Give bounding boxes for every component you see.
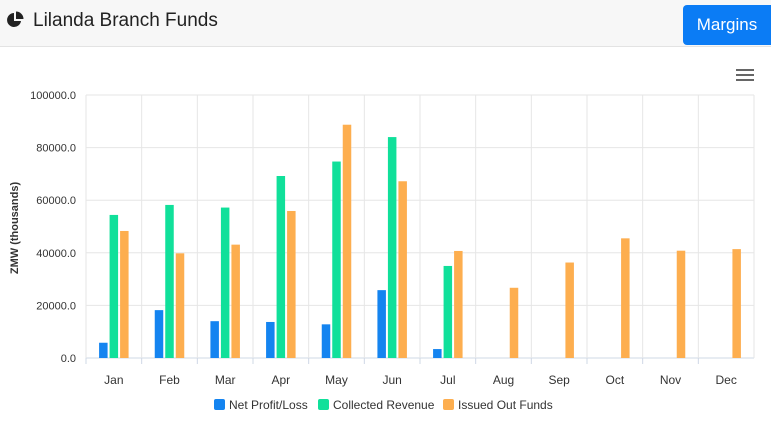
x-tick-label: Mar <box>215 373 236 387</box>
bar-net-profit-loss-jun[interactable] <box>377 290 386 358</box>
bar-net-profit-loss-apr[interactable] <box>266 321 275 358</box>
bar-issued-out-funds-sep[interactable] <box>565 262 574 358</box>
x-tick-label: Sep <box>548 373 570 387</box>
bar-net-profit-loss-may[interactable] <box>321 324 331 358</box>
bar-issued-out-funds-apr[interactable] <box>287 210 296 358</box>
x-tick-label: Dec <box>715 373 736 387</box>
x-tick-label: May <box>325 373 348 387</box>
bar-issued-out-funds-nov[interactable] <box>676 250 686 358</box>
x-tick-label: Jul <box>440 373 455 387</box>
bar-collected-revenue-feb[interactable] <box>165 204 174 358</box>
x-tick-label: Nov <box>660 373 681 387</box>
legend-swatch[interactable] <box>318 399 329 410</box>
bar-collected-revenue-jul[interactable] <box>443 265 453 358</box>
page-title: Lilanda Branch Funds <box>33 10 218 31</box>
bar-net-profit-loss-jul[interactable] <box>433 349 442 358</box>
y-tick-label: 80000.0 <box>36 143 76 155</box>
y-axis-ticks: 0.0 20000.0 40000.0 60000.0 80000.0 100000.0 <box>30 90 76 365</box>
x-tick-label: Jun <box>382 373 401 387</box>
bar-issued-out-funds-may[interactable] <box>342 124 352 359</box>
bar-collected-revenue-jan[interactable] <box>109 214 119 358</box>
bar-issued-out-funds-jan[interactable] <box>120 230 129 358</box>
bar-collected-revenue-apr[interactable] <box>276 176 286 358</box>
card-header: Lilanda Branch Funds Margins <box>0 0 771 47</box>
x-tick-label: Aug <box>493 373 514 387</box>
pie-chart-icon <box>7 11 24 27</box>
y-tick-label: 40000.0 <box>36 248 76 260</box>
y-tick-label: 100000.0 <box>30 90 76 102</box>
x-tick-label: Feb <box>159 373 180 387</box>
x-tick-label: Apr <box>271 373 290 387</box>
y-tick-label: 20000.0 <box>36 300 76 312</box>
y-tick-label: 60000.0 <box>36 195 76 207</box>
legend-label[interactable]: Collected Revenue <box>333 398 435 412</box>
bar-issued-out-funds-oct[interactable] <box>621 238 630 358</box>
bar-issued-out-funds-feb[interactable] <box>175 253 185 358</box>
bar-net-profit-loss-jan[interactable] <box>99 342 108 358</box>
y-tick-label: 0.0 <box>61 353 76 365</box>
bar-net-profit-loss-feb[interactable] <box>154 310 164 358</box>
bar-collected-revenue-may[interactable] <box>332 161 341 358</box>
chart-grid <box>85 94 755 359</box>
y-axis-label: ZMW (thousands) <box>9 182 21 275</box>
legend-swatch[interactable] <box>214 399 225 410</box>
x-tick-label: Jan <box>104 373 123 387</box>
x-axis-ticks: Jan Feb Mar Apr May Jun Jul Aug Sep Oct Nov Dec <box>85 358 737 387</box>
bar-net-profit-loss-mar[interactable] <box>210 321 219 358</box>
bar-issued-out-funds-dec[interactable] <box>732 249 741 358</box>
chart-bars <box>99 124 741 359</box>
legend-label[interactable]: Net Profit/Loss <box>229 398 308 412</box>
bar-issued-out-funds-jun[interactable] <box>398 181 407 358</box>
chart-legend: Net Profit/Loss Collected Revenue Issued O… <box>214 398 553 412</box>
margins-button[interactable]: Margins <box>683 5 771 45</box>
bar-collected-revenue-jun[interactable] <box>387 137 397 358</box>
bar-issued-out-funds-jul[interactable] <box>454 250 463 358</box>
x-tick-label: Oct <box>605 373 624 387</box>
hamburger-menu-icon[interactable] <box>736 69 754 83</box>
legend-label[interactable]: Issued Out Funds <box>458 398 553 412</box>
legend-swatch[interactable] <box>443 399 454 410</box>
bar-issued-out-funds-mar[interactable] <box>231 244 240 358</box>
bar-collected-revenue-mar[interactable] <box>220 207 230 358</box>
bar-issued-out-funds-aug[interactable] <box>509 287 519 358</box>
